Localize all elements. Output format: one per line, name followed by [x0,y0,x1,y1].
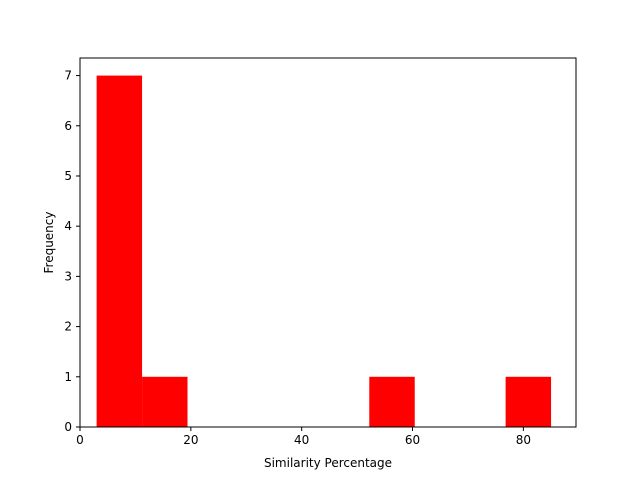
y-tick-label: 4 [64,219,72,233]
x-tick-label: 80 [516,433,531,447]
x-tick-label: 20 [183,433,198,447]
y-tick-label: 1 [64,370,72,384]
y-axis-label: Frequency [42,212,56,274]
x-tick-label: 40 [294,433,309,447]
y-tick-label: 0 [64,420,72,434]
histogram-bar-9 [506,377,551,427]
y-tick-label: 5 [64,169,72,183]
x-axis-label: Similarity Percentage [264,456,392,470]
histogram-bar-0 [97,76,142,427]
y-tick-label: 3 [64,269,72,283]
histogram-bar-6 [369,377,414,427]
y-tick-label: 6 [64,119,72,133]
x-tick-label: 0 [76,433,84,447]
histogram-bar-1 [142,377,187,427]
y-tick-label: 7 [64,69,72,83]
x-tick-label: 60 [405,433,420,447]
y-tick-label: 2 [64,320,72,334]
